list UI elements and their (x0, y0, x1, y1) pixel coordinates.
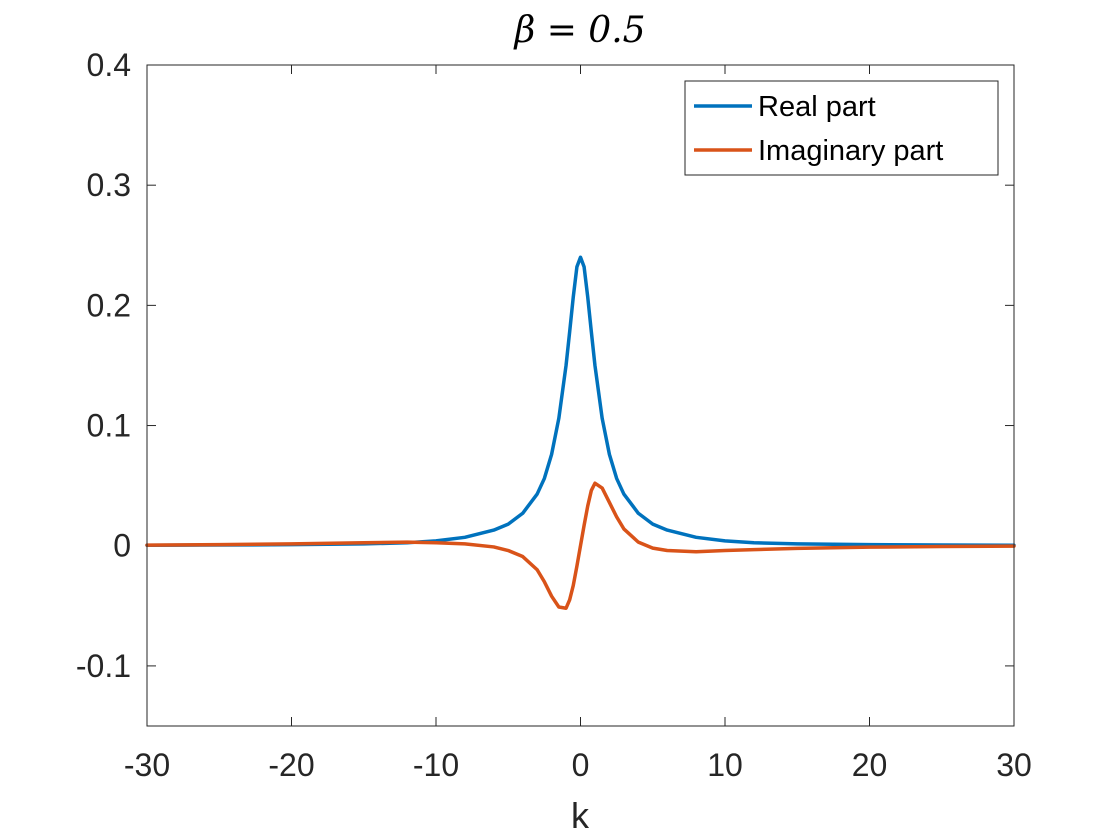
legend-label-real-part: Real part (758, 91, 876, 123)
x-axis-label: k (571, 795, 590, 836)
x-tick-label: 30 (996, 747, 1032, 783)
y-tick-label: 0.1 (87, 408, 131, 444)
y-tick-label: 0.4 (87, 47, 131, 83)
y-tick-label: 0.3 (87, 167, 131, 203)
series-line-imaginary-part (145, 481, 1016, 610)
x-tick-label: 0 (572, 747, 590, 783)
x-tick-label: 10 (707, 747, 743, 783)
y-tick-label: 0 (113, 528, 131, 564)
x-tick-label: 20 (852, 747, 888, 783)
chart-title: β = 0.5 (512, 10, 645, 51)
x-tick-label: -10 (413, 747, 459, 783)
series-lines (145, 255, 1016, 610)
y-tick-labels: -0.1 0 0.1 0.2 0.3 0.4 (76, 47, 131, 684)
y-tick-label: -0.1 (76, 648, 131, 684)
legend: Real part Imaginary part (684, 80, 999, 176)
legend-label-imaginary-part: Imaginary part (758, 135, 943, 167)
series-line-real-part (145, 255, 1016, 547)
x-tick-label: -30 (124, 747, 170, 783)
legend-box (684, 80, 999, 176)
x-tick-label: -20 (268, 747, 314, 783)
x-tick-labels: -30 -20 -10 0 10 20 30 (124, 747, 1032, 783)
y-tick-label: 0.2 (87, 287, 131, 323)
plot-area-border (146, 64, 1015, 727)
